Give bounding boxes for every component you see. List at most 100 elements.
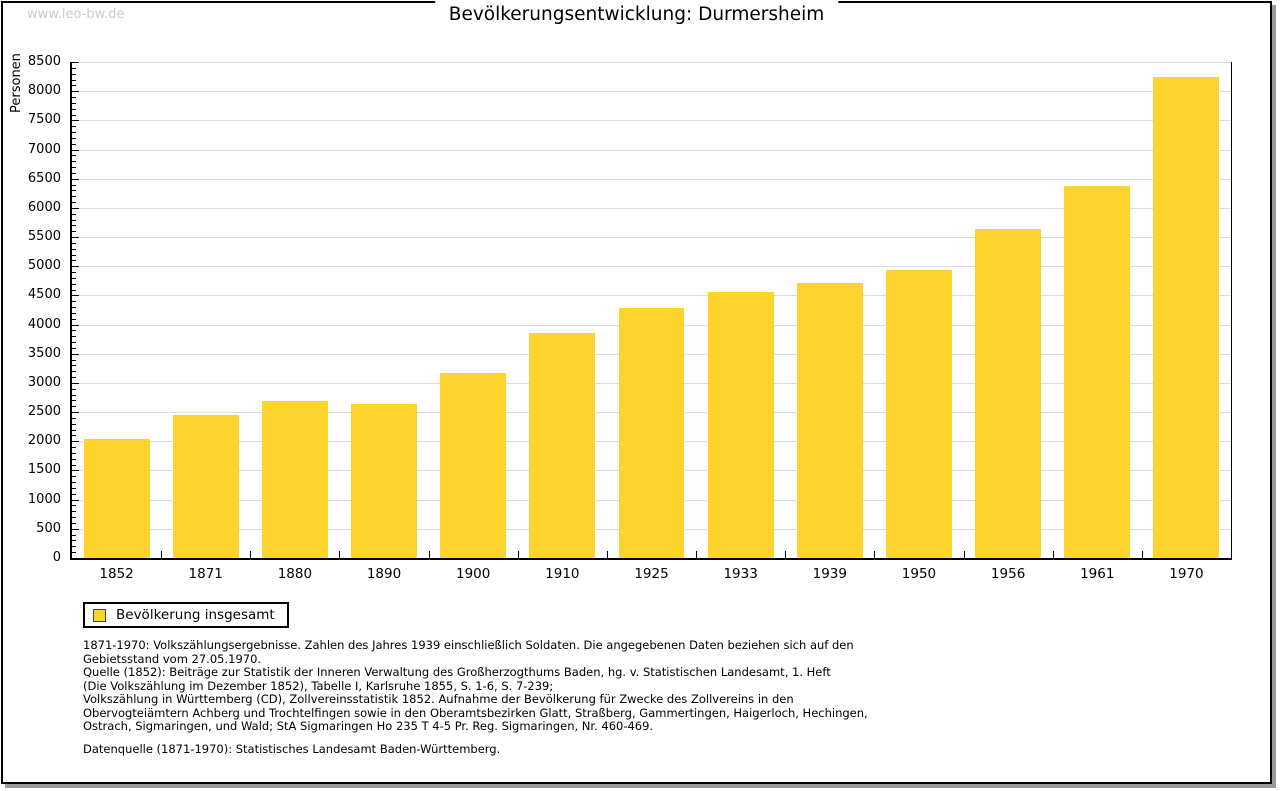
y-tick-major — [72, 353, 79, 355]
y-tick-minor — [72, 511, 76, 513]
y-tick-minor — [72, 143, 76, 145]
legend: Bevölkerung insgesamt — [83, 602, 289, 628]
y-tick-minor — [72, 447, 76, 449]
y-tick-label: 8500 — [27, 54, 61, 69]
y-tick-label: 4000 — [27, 316, 61, 332]
bar — [618, 307, 685, 558]
y-tick-minor — [72, 435, 76, 437]
grid-line — [72, 295, 1231, 297]
bar — [1153, 77, 1220, 558]
y-axis-labels: 0 500 1000 1500 2000 2500 3000 3500 4000 4500 5000… — [28, 55, 1231, 565]
datasource-text: Datenquelle (1871-1970): Statistisches L… — [83, 742, 501, 756]
y-tick-minor — [72, 330, 76, 332]
y-tick-minor — [72, 79, 76, 81]
y-tick-minor — [72, 505, 76, 507]
y-tick-minor — [72, 126, 76, 128]
y-tick-minor — [72, 388, 76, 390]
y-tick-minor — [72, 522, 76, 524]
y-tick-label: 3000 — [27, 374, 61, 390]
y-tick-minor — [72, 102, 76, 104]
y-tick-major — [72, 382, 79, 384]
y-tick-minor — [72, 73, 76, 75]
y-tick-major — [72, 412, 79, 414]
grid-line — [72, 120, 1231, 122]
y-tick-minor — [72, 283, 76, 285]
y-tick-label: 7000 — [27, 141, 61, 157]
y-tick-minor — [72, 184, 76, 186]
y-tick-minor — [72, 336, 76, 338]
x-tick-label: 1956 — [990, 566, 1026, 582]
y-tick-minor — [72, 301, 76, 303]
x-tick — [963, 551, 965, 558]
y-tick-major — [72, 207, 79, 209]
x-tick-label: 1970 — [1169, 566, 1204, 582]
bar — [1064, 185, 1131, 558]
y-tick-label: 6000 — [27, 199, 61, 215]
bar — [440, 372, 507, 558]
y-tick-major — [72, 528, 79, 530]
y-tick-major — [72, 178, 79, 180]
x-tick-label: 1900 — [456, 566, 491, 582]
grid-line — [72, 91, 1231, 93]
y-tick-minor — [72, 242, 76, 244]
y-tick-major — [72, 91, 79, 93]
y-tick-minor — [72, 108, 76, 110]
x-tick-label: 1925 — [634, 566, 669, 582]
x-tick-label: 1950 — [901, 566, 937, 582]
y-tick-minor — [72, 85, 76, 87]
y-tick-label: 4500 — [27, 287, 61, 303]
x-tick — [1052, 551, 1054, 558]
y-tick-minor — [72, 190, 76, 192]
y-tick-major — [72, 470, 79, 472]
y-tick-minor — [72, 342, 76, 344]
x-tick — [339, 551, 341, 558]
bar — [975, 228, 1042, 558]
grid-line — [72, 149, 1231, 151]
y-tick-minor — [72, 400, 76, 402]
y-tick-major — [72, 149, 79, 151]
legend-label: Bevölkerung insgesamt — [116, 607, 275, 623]
y-tick-minor — [72, 202, 76, 204]
x-tick — [161, 551, 163, 558]
y-tick-minor — [72, 155, 76, 157]
grid-line — [72, 62, 1231, 63]
y-tick-minor — [72, 552, 76, 554]
y-tick-label: 1500 — [27, 462, 61, 478]
y-tick-minor — [72, 248, 76, 250]
x-tick — [250, 551, 252, 558]
x-tick-label: 1852 — [99, 566, 134, 582]
bar — [261, 400, 328, 558]
y-tick-minor — [72, 97, 76, 98]
footnote-text: 1871-1970: Volkszählungsergebnisse. Zahl… — [83, 638, 868, 733]
x-tick-label: 1871 — [188, 566, 223, 582]
y-tick-label: 5500 — [27, 229, 61, 245]
y-tick-minor — [72, 546, 76, 548]
y-tick-minor — [72, 534, 76, 536]
y-tick-minor — [72, 307, 76, 309]
x-tick-label: 1961 — [1080, 566, 1115, 582]
y-tick-minor — [72, 67, 76, 69]
y-tick-minor — [72, 114, 76, 116]
y-tick-minor — [72, 517, 76, 519]
x-tick — [874, 551, 876, 558]
bar — [707, 291, 774, 558]
y-tick-minor — [72, 277, 76, 279]
x-tick-label: 1910 — [545, 566, 580, 582]
bar — [885, 269, 952, 558]
plot-area: 0 500 1000 1500 2000 2500 3000 3500 4000 4500 5000… — [28, 55, 1232, 582]
y-tick-label: 3500 — [27, 345, 61, 361]
bar — [796, 283, 863, 558]
y-tick-label: 7500 — [27, 112, 61, 128]
y-tick-minor — [72, 423, 76, 425]
y-tick-minor — [72, 476, 76, 478]
y-tick-minor — [72, 213, 76, 215]
y-tick-label: 8000 — [27, 83, 61, 99]
y-tick-label: 2500 — [27, 404, 61, 420]
y-tick-minor — [72, 377, 76, 379]
y-tick-minor — [72, 231, 76, 233]
y-tick-minor — [72, 318, 76, 320]
y-tick-minor — [72, 359, 76, 361]
x-tick — [517, 551, 519, 558]
y-tick-minor — [72, 289, 76, 291]
y-tick-label: 0 — [52, 550, 61, 565]
